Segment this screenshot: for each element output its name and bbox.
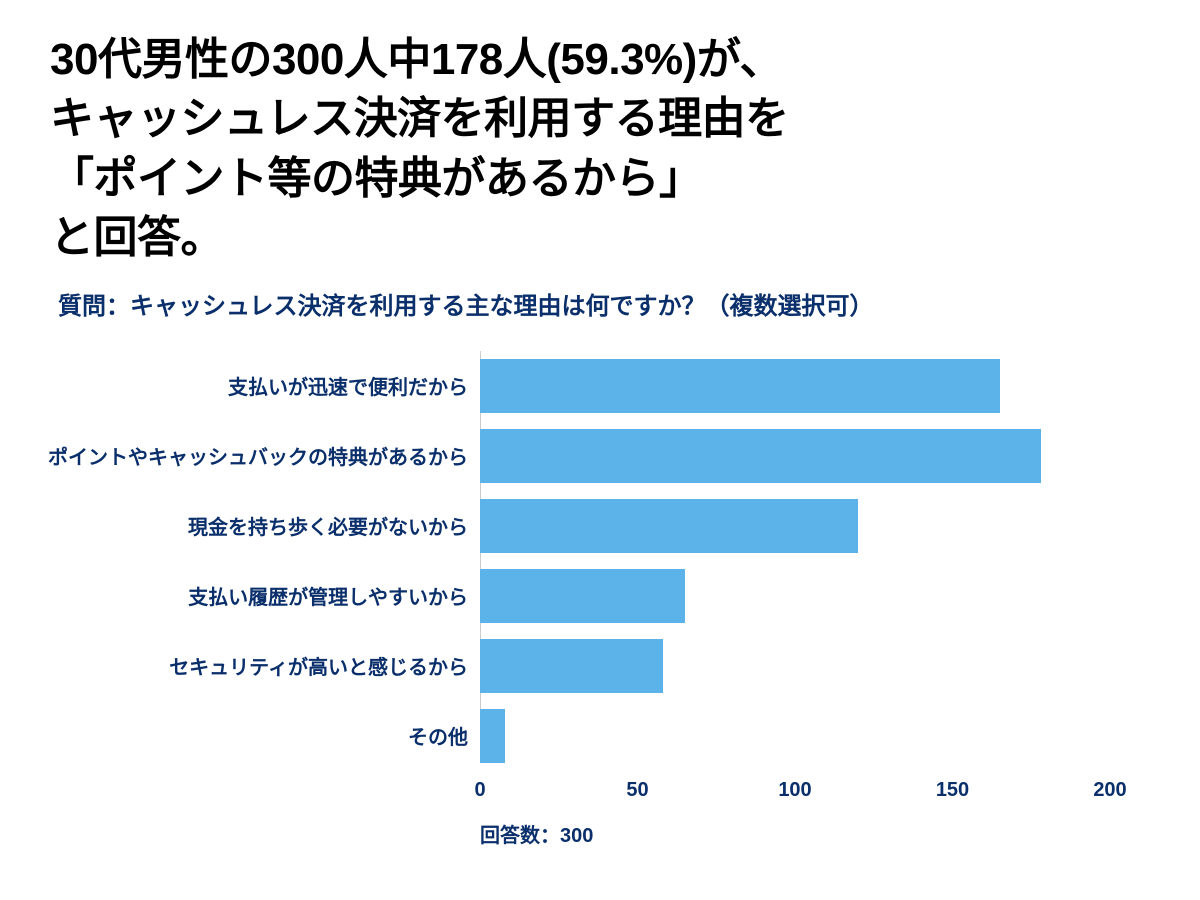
x-tick-label: 0 <box>474 779 485 802</box>
chart-plot-area: 支払いが迅速で便利だからポイントやキャッシュバックの特典があるから現金を持ち歩く… <box>480 351 1110 771</box>
bar-label: 支払い履歴が管理しやすいから <box>188 581 468 610</box>
bar-label: その他 <box>408 721 468 750</box>
x-tick-label: 200 <box>1093 779 1126 802</box>
x-tick-label: 150 <box>936 779 969 802</box>
bar <box>480 499 858 553</box>
bar-label: ポイントやキャッシュバックの特典があるから <box>48 441 468 470</box>
footer-responses: 回答数：300 <box>480 819 1110 848</box>
bar-row: 支払い履歴が管理しやすいから <box>480 561 1110 631</box>
bar <box>480 359 1000 413</box>
x-tick-label: 100 <box>778 779 811 802</box>
bar-label: セキュリティが高いと感じるから <box>169 651 468 680</box>
bar-row: セキュリティが高いと感じるから <box>480 631 1110 701</box>
bar <box>480 569 685 623</box>
bar-row: その他 <box>480 701 1110 771</box>
question-text: 質問：キャッシュレス決済を利用する主な理由は何ですか？（複数選択可） <box>50 286 1150 321</box>
bar-row: 現金を持ち歩く必要がないから <box>480 491 1110 561</box>
bar-row: ポイントやキャッシュバックの特典があるから <box>480 421 1110 491</box>
bar <box>480 429 1041 483</box>
bar <box>480 709 505 763</box>
bar-label: 支払いが迅速で便利だから <box>228 371 468 400</box>
x-axis-ticks: 050100150200 <box>480 771 1110 801</box>
headline: 30代男性の300人中178人(59.3%)が、キャッシュレス決済を利用する理由… <box>50 30 1150 268</box>
x-tick-label: 50 <box>626 779 648 802</box>
bar-label: 現金を持ち歩く必要がないから <box>188 511 468 540</box>
bar <box>480 639 663 693</box>
bar-row: 支払いが迅速で便利だから <box>480 351 1110 421</box>
chart-container: 支払いが迅速で便利だからポイントやキャッシュバックの特典があるから現金を持ち歩く… <box>50 351 1150 848</box>
